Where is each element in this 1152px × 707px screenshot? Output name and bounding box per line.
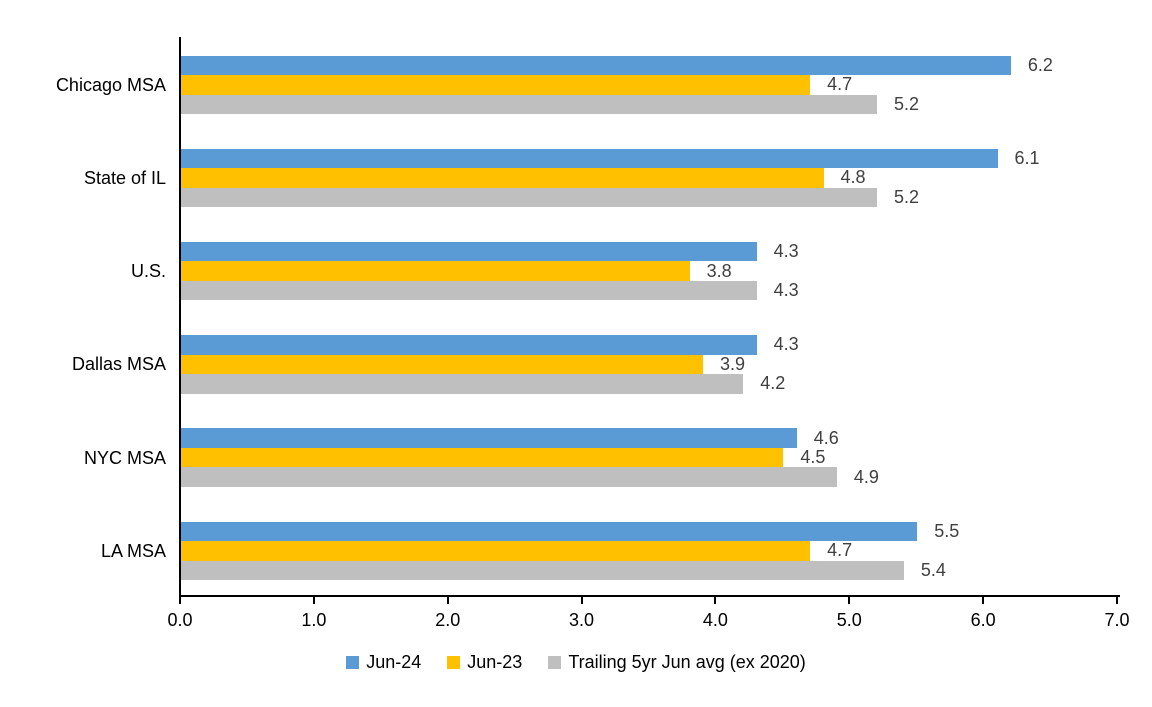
value-label-jun-24-nyc-msa: 4.6 xyxy=(813,427,839,448)
value-label-jun-24-state-of-il: 6.1 xyxy=(1014,147,1040,168)
value-label-jun-23-chicago-msa: 4.7 xyxy=(827,74,853,95)
category-label-chicago-msa: Chicago MSA xyxy=(55,74,166,95)
bar-trailing-5yr-jun-avg-ex-2020-state-of-il xyxy=(181,187,878,208)
bar-jun-23-chicago-msa xyxy=(181,75,811,95)
x-tick-7-0 xyxy=(1116,595,1118,604)
bar-jun-24-la-msa xyxy=(181,521,918,541)
x-tick-label-0-0: 0.0 xyxy=(167,610,193,630)
x-tick-label-3-0: 3.0 xyxy=(569,610,595,630)
x-tick-label-5-0: 5.0 xyxy=(836,610,862,630)
x-tick-label-4-0: 4.0 xyxy=(702,610,728,630)
bar-jun-24-u-s xyxy=(181,241,757,262)
x-tick-2-0 xyxy=(446,595,449,604)
x-tick-0-0 xyxy=(179,595,181,604)
legend-swatch-jun-24 xyxy=(346,655,360,669)
bar-jun-23-dallas-msa xyxy=(181,354,704,375)
bar-trailing-5yr-jun-avg-ex-2020-la-msa xyxy=(181,560,904,580)
legend-label-jun-23: Jun-23 xyxy=(467,652,523,672)
value-label-jun-23-la-msa: 4.7 xyxy=(827,540,853,561)
legend-item-jun-23: Jun-23 xyxy=(447,651,522,673)
category-label-la-msa: LA MSA xyxy=(100,540,166,561)
x-tick-1-0 xyxy=(312,595,315,604)
bar-jun-24-nyc-msa xyxy=(181,428,797,448)
legend-item-jun-24: Jun-24 xyxy=(346,651,421,673)
x-tick-label-2-0: 2.0 xyxy=(435,610,461,630)
value-label-trailing-5yr-jun-avg-ex-2020-nyc-msa: 4.9 xyxy=(853,466,879,487)
value-label-jun-23-state-of-il: 4.8 xyxy=(840,167,866,188)
bar-jun-23-la-msa xyxy=(181,541,811,561)
x-axis-line xyxy=(179,595,1120,597)
x-tick-label-6-0: 6.0 xyxy=(970,610,996,630)
value-label-trailing-5yr-jun-avg-ex-2020-la-msa: 5.4 xyxy=(920,559,946,580)
bar-jun-23-u-s xyxy=(181,261,690,281)
x-tick-6-0 xyxy=(982,595,985,604)
value-label-jun-24-u-s: 4.3 xyxy=(773,241,799,262)
legend-swatch-jun-23 xyxy=(447,655,461,669)
value-label-jun-23-dallas-msa: 3.9 xyxy=(720,353,746,374)
value-label-jun-24-chicago-msa: 6.2 xyxy=(1027,54,1053,75)
bar-trailing-5yr-jun-avg-ex-2020-nyc-msa xyxy=(181,467,837,487)
chart-legend: Jun-24 Jun-23 Trailing 5yr Jun avg (ex 202… xyxy=(0,651,1152,673)
x-tick-4-0 xyxy=(714,595,717,604)
bar-jun-24-state-of-il xyxy=(181,148,998,169)
y-axis-line xyxy=(179,37,181,597)
bar-trailing-5yr-jun-avg-ex-2020-u-s xyxy=(181,280,757,301)
category-label-state-of-il: State of IL xyxy=(83,167,166,188)
value-label-trailing-5yr-jun-avg-ex-2020-chicago-msa: 5.2 xyxy=(894,93,920,114)
value-label-jun-24-dallas-msa: 4.3 xyxy=(773,334,799,355)
legend-label-jun-24: Jun-24 xyxy=(366,652,422,672)
bar-trailing-5yr-jun-avg-ex-2020-dallas-msa xyxy=(181,374,744,394)
value-label-trailing-5yr-jun-avg-ex-2020-u-s: 4.3 xyxy=(773,280,799,301)
bar-jun-24-chicago-msa xyxy=(181,55,1011,75)
x-tick-3-0 xyxy=(580,595,583,604)
bar-jun-23-state-of-il xyxy=(181,168,824,188)
bar-jun-23-nyc-msa xyxy=(181,447,784,468)
x-tick-label-7-0: 7.0 xyxy=(1104,610,1130,630)
value-label-trailing-5yr-jun-avg-ex-2020-state-of-il: 5.2 xyxy=(894,186,920,207)
value-label-jun-24-la-msa: 5.5 xyxy=(934,520,960,541)
x-tick-5-0 xyxy=(848,595,851,604)
bar-jun-24-dallas-msa xyxy=(181,335,757,355)
value-label-trailing-5yr-jun-avg-ex-2020-dallas-msa: 4.2 xyxy=(760,373,786,394)
category-label-u-s: U.S. xyxy=(130,261,166,282)
category-label-nyc-msa: NYC MSA xyxy=(83,447,166,468)
legend-swatch-trailing-5yr-jun-avg-ex-2020 xyxy=(548,655,562,669)
value-label-jun-23-nyc-msa: 4.5 xyxy=(800,447,826,468)
bar-trailing-5yr-jun-avg-ex-2020-chicago-msa xyxy=(181,94,878,114)
legend-label-trailing-5yr-jun-avg-ex-2020: Trailing 5yr Jun avg (ex 2020) xyxy=(568,652,806,672)
value-label-jun-23-u-s: 3.8 xyxy=(706,260,732,281)
category-label-dallas-msa: Dallas MSA xyxy=(71,354,166,375)
x-tick-label-1-0: 1.0 xyxy=(301,610,327,630)
legend-item-trailing-5yr-jun-avg-ex-2020: Trailing 5yr Jun avg (ex 2020) xyxy=(548,651,806,673)
